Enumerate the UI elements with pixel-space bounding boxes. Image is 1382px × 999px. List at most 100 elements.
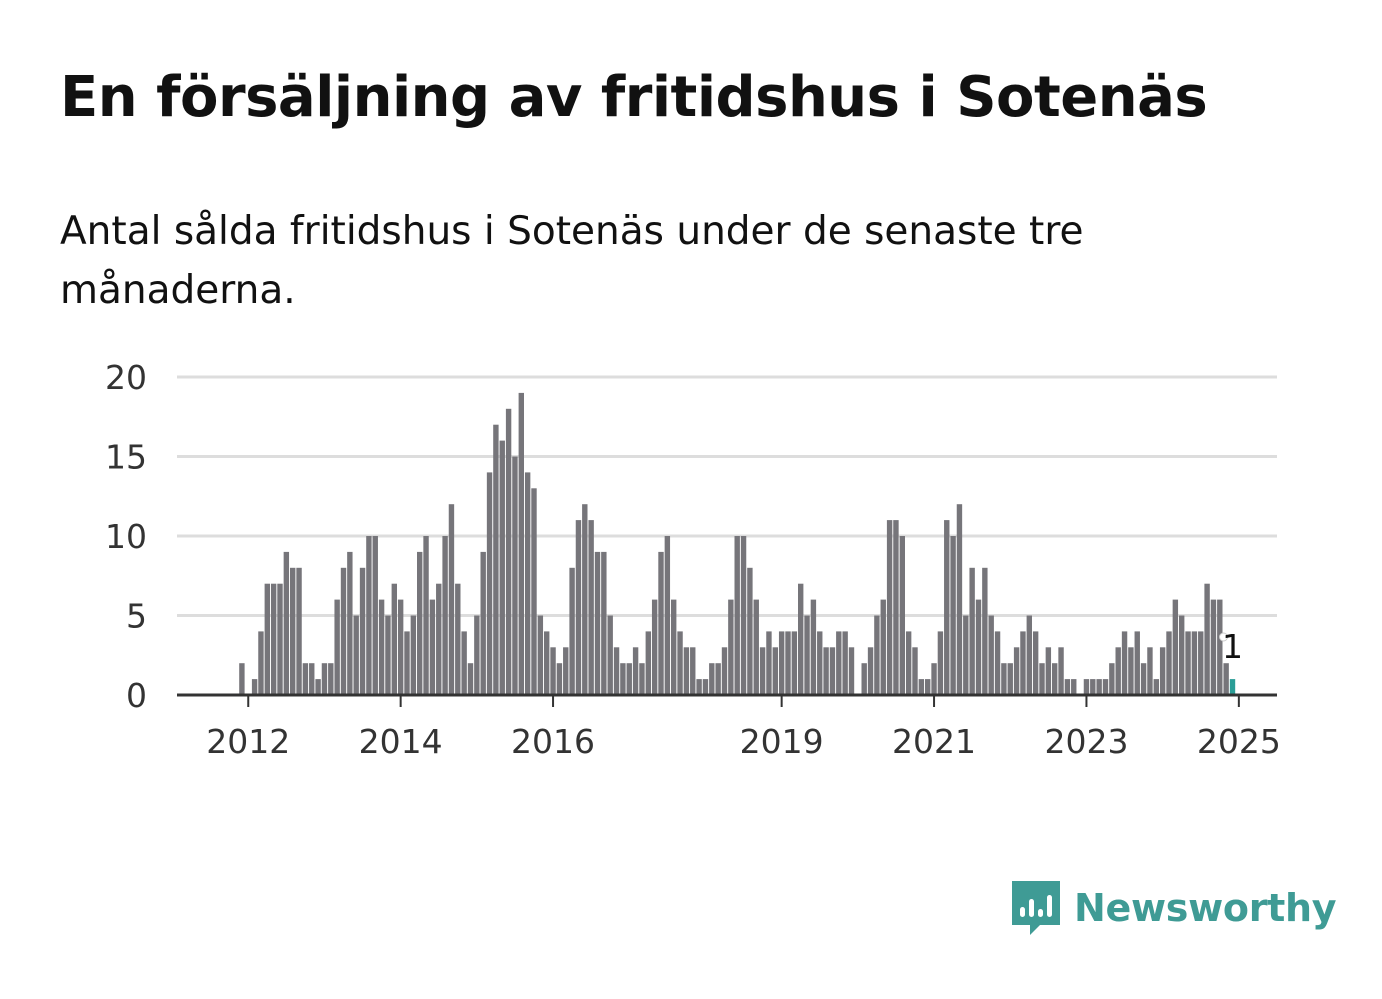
bar xyxy=(1052,663,1058,695)
bar xyxy=(994,631,1001,695)
bar xyxy=(1210,599,1217,695)
bar xyxy=(417,551,423,695)
bar xyxy=(613,647,620,695)
bar xyxy=(582,504,588,695)
bar xyxy=(1185,631,1191,695)
bar xyxy=(588,520,594,695)
bar xyxy=(296,567,302,695)
bar xyxy=(1191,631,1198,695)
bar xyxy=(925,679,931,695)
bar xyxy=(436,583,442,695)
y-axis-ticks: 0 5 10 15 20 xyxy=(105,358,147,715)
bar xyxy=(347,551,353,695)
x-tick-label: 2014 xyxy=(359,722,443,761)
bar xyxy=(829,647,836,695)
bar xyxy=(531,488,537,695)
bar xyxy=(321,663,328,695)
bar xyxy=(537,615,544,695)
bar xyxy=(944,520,950,695)
bar xyxy=(1166,631,1172,695)
bar xyxy=(1001,663,1007,695)
bars xyxy=(239,392,1236,695)
bar xyxy=(1020,631,1026,695)
bar xyxy=(956,504,963,695)
bar xyxy=(861,663,867,695)
bar xyxy=(302,663,309,695)
bar xyxy=(1159,647,1166,695)
bar xyxy=(461,631,467,695)
bar xyxy=(848,647,855,695)
bar xyxy=(277,583,283,695)
chart-title: En försäljning av fritidshus i Sotenäs xyxy=(60,65,1208,130)
bar xyxy=(1147,647,1153,695)
bar xyxy=(963,615,969,695)
bar xyxy=(455,583,461,695)
bar xyxy=(1179,615,1185,695)
bar xyxy=(620,663,626,695)
bar xyxy=(1032,631,1039,695)
bar xyxy=(1128,647,1134,695)
bar xyxy=(601,551,607,695)
bar xyxy=(982,567,988,695)
bar xyxy=(867,647,874,695)
bar xyxy=(886,520,893,695)
bar xyxy=(1121,631,1128,695)
bar xyxy=(747,567,753,695)
bar xyxy=(899,536,905,695)
bar xyxy=(950,536,956,695)
bar xyxy=(309,663,315,695)
bar xyxy=(550,647,556,695)
x-tick-label: 2019 xyxy=(740,722,824,761)
bar xyxy=(677,631,683,695)
bar xyxy=(385,615,391,695)
bar xyxy=(798,583,804,695)
bar xyxy=(931,663,937,695)
x-axis-ticks: 2012 2014 2016 2019 2021 2023 2025 xyxy=(206,695,1281,761)
bar xyxy=(1140,663,1147,695)
bar xyxy=(912,647,918,695)
bar xyxy=(524,472,531,695)
bar xyxy=(239,663,245,695)
bar xyxy=(404,631,410,695)
bar xyxy=(918,679,925,695)
bar xyxy=(785,631,791,695)
bar xyxy=(842,631,848,695)
bar xyxy=(1102,679,1109,695)
x-tick-label: 2021 xyxy=(892,722,976,761)
bar xyxy=(817,631,823,695)
bar xyxy=(1115,647,1121,695)
bar xyxy=(569,567,575,695)
bar xyxy=(563,647,569,695)
bar xyxy=(480,551,486,695)
bar xyxy=(702,679,709,695)
bar xyxy=(251,679,258,695)
bar xyxy=(893,520,899,695)
bar xyxy=(1198,631,1204,695)
bar xyxy=(283,551,290,695)
bar xyxy=(493,424,499,695)
bar xyxy=(1058,647,1064,695)
bar xyxy=(518,392,524,695)
bar xyxy=(1039,663,1045,695)
gridlines xyxy=(177,375,1277,617)
bar xyxy=(791,631,798,695)
bar xyxy=(632,647,639,695)
bar xyxy=(264,583,270,695)
bar xyxy=(823,647,829,695)
bar xyxy=(334,599,340,695)
bar xyxy=(690,647,696,695)
bar xyxy=(512,456,518,695)
bar xyxy=(658,551,664,695)
bar xyxy=(467,663,474,695)
bar xyxy=(270,583,277,695)
bar xyxy=(1007,663,1013,695)
bar xyxy=(1045,647,1052,695)
y-tick-label: 0 xyxy=(126,676,147,715)
bar xyxy=(397,599,404,695)
bar xyxy=(734,536,740,695)
bar xyxy=(423,536,429,695)
bar xyxy=(378,599,385,695)
bar xyxy=(905,631,912,695)
bar xyxy=(391,583,397,695)
annotation: 1 xyxy=(1219,627,1243,666)
